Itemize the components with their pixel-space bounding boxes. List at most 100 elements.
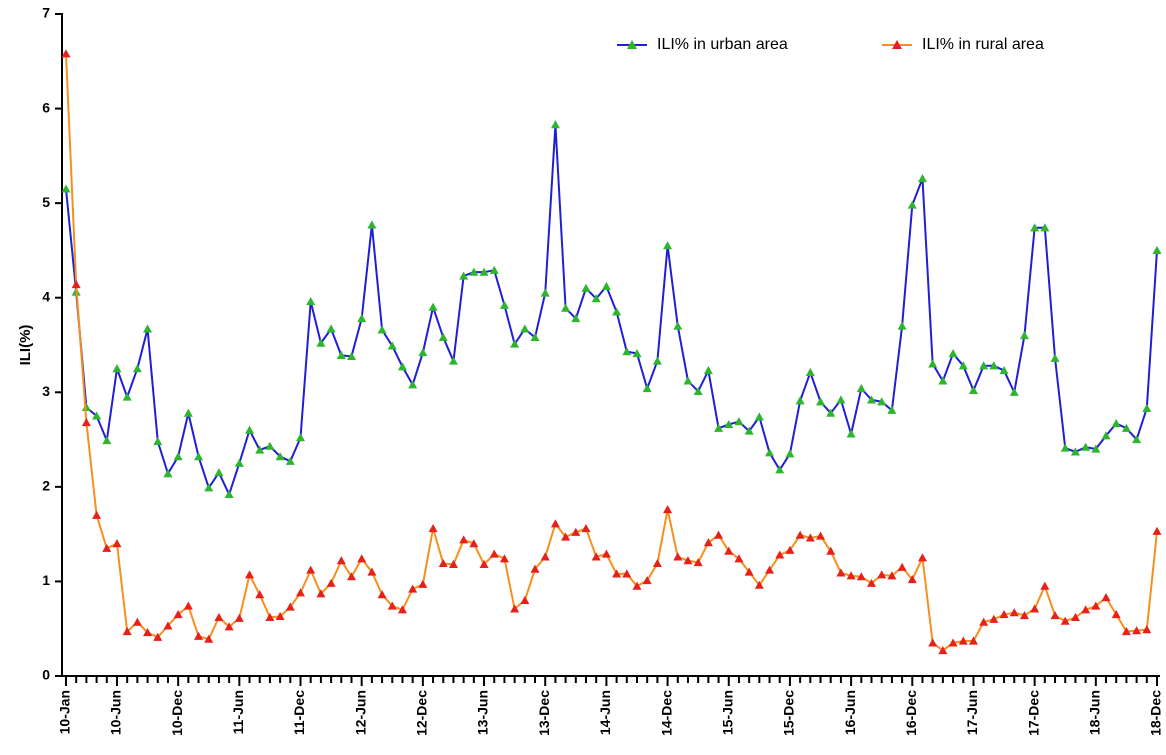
point-marker <box>816 531 826 540</box>
point-marker <box>622 569 632 578</box>
point-marker <box>102 543 112 552</box>
point-marker <box>510 604 520 613</box>
point-marker <box>754 580 764 589</box>
point-marker <box>856 384 866 393</box>
point-marker <box>255 445 265 454</box>
point-marker <box>153 632 163 641</box>
point-marker <box>81 402 91 412</box>
point-marker <box>469 539 479 548</box>
point-marker <box>234 613 244 622</box>
point-marker <box>601 549 611 558</box>
legend-marker <box>892 40 902 49</box>
point-marker <box>418 579 428 588</box>
x-tick-label: 17-Jun <box>964 690 980 735</box>
point-marker <box>775 550 785 559</box>
point-marker <box>346 351 356 360</box>
legend-label: ILI% in rural area <box>922 36 1044 53</box>
point-marker <box>703 538 713 547</box>
point-marker <box>683 376 693 385</box>
x-tick-label: 10-Jan <box>57 690 73 734</box>
series-line <box>65 124 1158 498</box>
point-marker <box>81 418 91 427</box>
point-marker <box>877 397 887 406</box>
point-marker <box>306 296 316 306</box>
point-marker <box>642 384 652 393</box>
point-marker <box>357 314 367 323</box>
point-marker <box>153 436 163 446</box>
y-axis-label: ILI(%) <box>17 325 34 366</box>
point-marker <box>214 468 224 477</box>
point-marker <box>428 302 438 311</box>
point-marker <box>1050 353 1060 362</box>
y-tick-label: 5 <box>42 194 50 210</box>
point-marker <box>285 456 295 465</box>
x-tick-label: 13-Jun <box>475 690 491 735</box>
point-marker <box>979 617 989 626</box>
point-marker <box>357 554 367 563</box>
point-marker <box>642 575 652 585</box>
point-marker <box>765 565 775 574</box>
point-marker <box>204 634 214 643</box>
point-marker <box>438 558 448 568</box>
point-marker <box>948 638 958 647</box>
point-marker <box>1050 610 1060 620</box>
point-marker <box>102 436 112 445</box>
point-marker <box>1081 605 1091 614</box>
point-marker <box>754 412 764 421</box>
point-marker <box>612 307 622 316</box>
point-marker <box>489 549 499 558</box>
point-marker <box>540 552 550 561</box>
point-marker <box>999 366 1009 375</box>
point-marker <box>612 569 622 578</box>
point-marker <box>132 364 142 373</box>
point-marker <box>1009 387 1019 396</box>
point-marker <box>163 469 173 478</box>
point-marker <box>1070 612 1080 621</box>
point-marker <box>61 184 71 193</box>
point-marker <box>1132 435 1142 444</box>
point-marker <box>734 417 744 426</box>
point-marker <box>1070 447 1080 456</box>
point-marker <box>428 523 438 533</box>
point-marker <box>377 325 387 334</box>
point-marker <box>397 362 407 371</box>
point-marker <box>744 567 754 576</box>
point-marker <box>1019 610 1029 620</box>
y-tick-label: 7 <box>42 5 50 21</box>
point-marker <box>1101 431 1111 440</box>
point-marker <box>877 570 887 579</box>
point-marker <box>469 267 479 276</box>
point-marker <box>591 552 601 561</box>
point-marker <box>989 614 999 623</box>
point-marker <box>632 349 642 358</box>
x-tick-label: 15-Dec <box>781 690 797 736</box>
point-marker <box>234 458 244 467</box>
x-tick-label: 13-Dec <box>536 690 552 736</box>
point-marker <box>408 584 418 593</box>
legend-label: ILI% in urban area <box>657 36 788 53</box>
point-marker <box>143 627 153 637</box>
point-marker <box>948 349 958 358</box>
point-marker <box>887 571 897 580</box>
point-marker <box>418 348 428 357</box>
point-marker <box>296 588 306 597</box>
point-marker <box>1132 626 1142 635</box>
point-marker <box>438 332 448 342</box>
point-marker <box>367 220 377 229</box>
x-tick-label: 15-Jun <box>719 690 735 735</box>
point-marker <box>632 581 642 590</box>
point-marker <box>744 426 754 435</box>
point-marker <box>163 621 173 630</box>
point-marker <box>306 565 316 574</box>
point-marker <box>132 617 142 626</box>
point-marker <box>1060 616 1070 625</box>
point-marker <box>622 347 632 356</box>
point-marker <box>968 636 978 645</box>
point-marker <box>336 350 346 360</box>
point-marker <box>663 241 673 250</box>
point-marker <box>693 386 703 395</box>
y-tick-label: 1 <box>42 572 50 588</box>
point-marker <box>316 589 326 598</box>
point-marker <box>224 489 234 499</box>
